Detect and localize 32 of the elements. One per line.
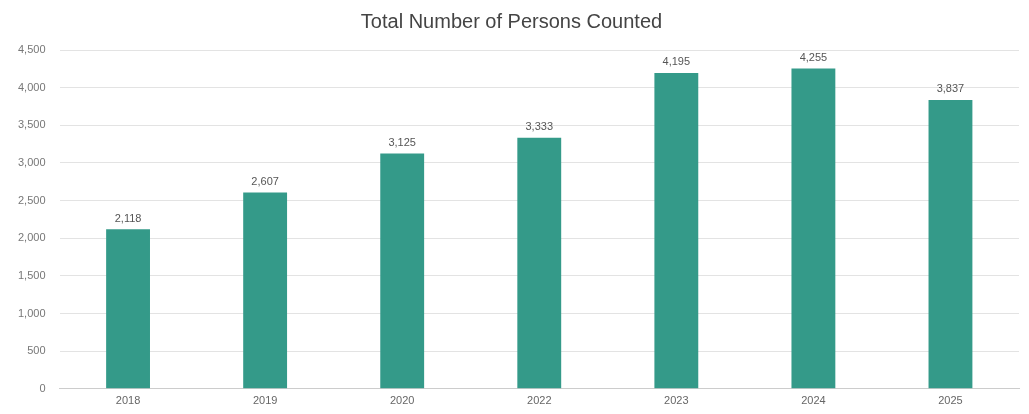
y-tick-label: 3,500: [18, 118, 46, 131]
y-tick-label: 500: [27, 344, 46, 357]
bar: [517, 137, 562, 389]
y-tick-label: 3,000: [18, 155, 46, 168]
bar: [243, 192, 288, 389]
data-label: 2,118: [114, 211, 142, 224]
y-tick-label: 1,500: [18, 268, 46, 281]
data-label: 4,195: [662, 55, 691, 68]
x-tick-label: 2022: [527, 394, 552, 407]
bar: [791, 68, 836, 389]
data-label: 3,125: [388, 136, 416, 149]
y-tick-label: 4,000: [18, 80, 46, 93]
y-tick-label: 4,500: [18, 43, 46, 56]
data-label: 4,255: [799, 50, 828, 63]
chart-title: Total Number of Persons Counted: [360, 9, 663, 32]
bar: [654, 72, 699, 389]
bar: [380, 153, 425, 389]
x-tick-label: 2020: [389, 394, 415, 407]
y-tick-label: 2,000: [18, 231, 46, 244]
bar: [928, 99, 973, 389]
y-tick-label: 1,000: [18, 306, 46, 319]
data-label: 2,607: [251, 175, 279, 188]
x-tick-label: 2019: [252, 394, 278, 407]
x-tick-label: 2023: [664, 394, 689, 407]
x-tick-label: 2024: [801, 394, 826, 407]
data-label: 3,333: [525, 120, 554, 133]
data-label: 3,837: [936, 82, 965, 95]
y-tick-label: 0: [39, 381, 46, 394]
bar: [106, 229, 150, 389]
x-tick-label: 2025: [938, 394, 963, 407]
x-tick-label: 2018: [115, 394, 141, 407]
y-tick-label: 2,500: [18, 193, 46, 206]
